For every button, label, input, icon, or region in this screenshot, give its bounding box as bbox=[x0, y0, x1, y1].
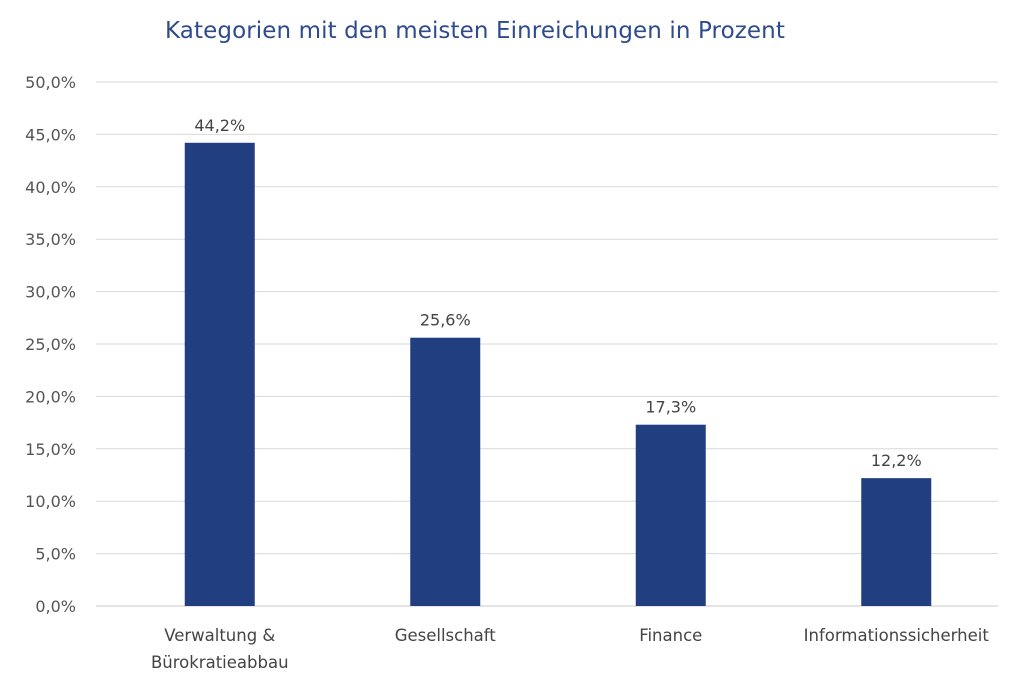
category-label: Bürokratieabbau bbox=[151, 653, 289, 672]
y-tick-label: 40,0% bbox=[25, 178, 76, 197]
data-label: 17,3% bbox=[645, 398, 696, 417]
category-label: Gesellschaft bbox=[395, 626, 497, 645]
bar bbox=[861, 478, 932, 606]
y-tick-label: 25,0% bbox=[25, 335, 76, 354]
bar bbox=[635, 424, 706, 606]
data-label: 12,2% bbox=[871, 451, 922, 470]
y-tick-label: 5,0% bbox=[35, 545, 76, 564]
y-tick-label: 10,0% bbox=[25, 492, 76, 511]
y-tick-label: 50,0% bbox=[25, 73, 76, 92]
bar bbox=[410, 337, 481, 606]
y-tick-label: 45,0% bbox=[25, 125, 76, 144]
category-label: Informationssicherheit bbox=[804, 626, 990, 645]
y-tick-label: 30,0% bbox=[25, 283, 76, 302]
y-tick-label: 35,0% bbox=[25, 230, 76, 249]
category-label: Verwaltung & bbox=[164, 626, 275, 645]
data-label: 25,6% bbox=[420, 311, 471, 330]
chart-title: Kategorien mit den meisten Einreichungen… bbox=[165, 18, 785, 44]
y-tick-label: 15,0% bbox=[25, 440, 76, 459]
data-label: 44,2% bbox=[194, 116, 245, 135]
category-label: Finance bbox=[639, 626, 702, 645]
y-tick-label: 20,0% bbox=[25, 387, 76, 406]
bar bbox=[184, 142, 255, 606]
y-tick-label: 0,0% bbox=[35, 597, 76, 616]
